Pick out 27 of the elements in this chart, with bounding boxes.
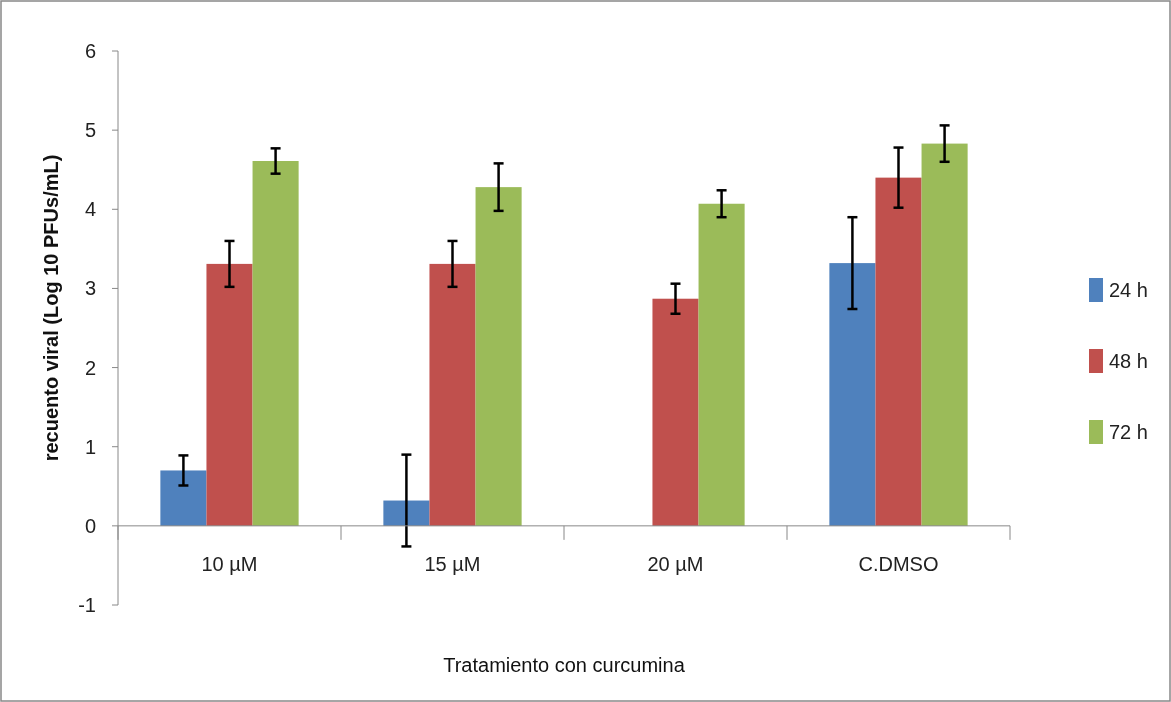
legend-label: 24 h (1109, 279, 1148, 301)
legend-label: 72 h (1109, 421, 1148, 443)
y-tick-label: 2 (84, 356, 96, 379)
bar (475, 187, 522, 526)
x-axis-title: Tratamiento con curcumina (443, 654, 686, 676)
y-tick-label: 3 (84, 277, 96, 300)
y-tick-label: 4 (84, 198, 96, 221)
y-tick-label: 0 (84, 514, 96, 537)
y-axis-title: recuento viral (Log 10 PFUs/mL) (40, 154, 62, 462)
y-tick-label: -1 (78, 594, 96, 616)
x-tick-label: C.DMSO (858, 552, 939, 575)
bar (429, 263, 476, 526)
legend-label: 48 h (1109, 350, 1148, 372)
y-tick-label: 5 (84, 119, 96, 142)
bar (875, 177, 922, 526)
bar (829, 263, 876, 526)
bar (921, 143, 968, 526)
y-tick-label: 6 (84, 40, 96, 62)
bar (206, 263, 253, 526)
bar (652, 298, 699, 526)
x-tick-label: 15 µM (424, 552, 481, 575)
bar (160, 470, 207, 526)
bar (698, 203, 745, 526)
x-tick-label: 20 µM (647, 552, 704, 575)
bar (252, 161, 299, 526)
y-tick-label: 1 (84, 435, 96, 458)
x-tick-label: 10 µM (201, 552, 258, 575)
